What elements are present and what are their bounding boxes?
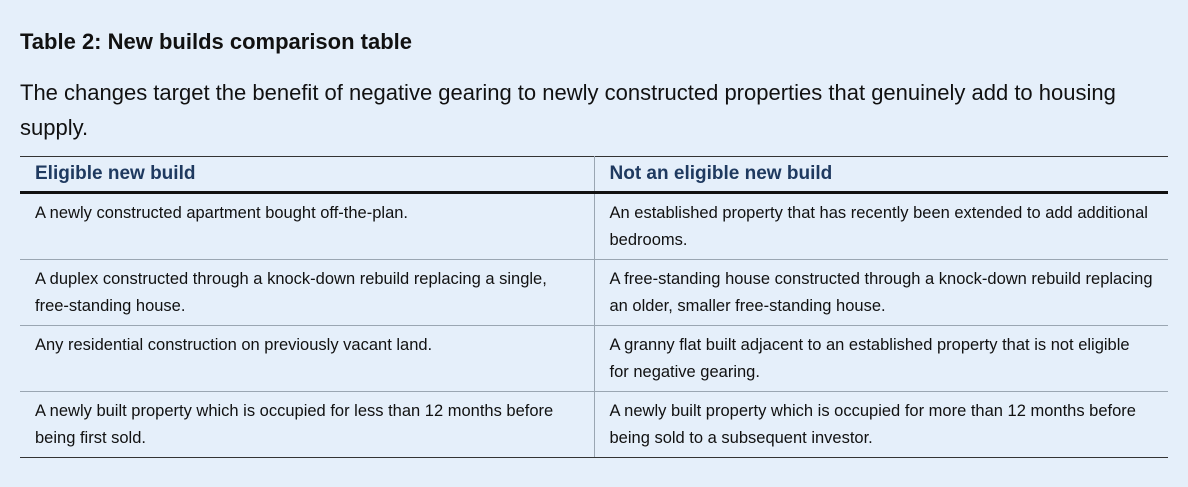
header-row: Eligible new build Not an eligible new b…	[20, 156, 1168, 194]
column-header: Eligible new build	[20, 156, 595, 194]
table-cell: A granny flat built adjacent to an estab…	[594, 325, 1168, 392]
table-row: Any residential construction on previous…	[20, 325, 1168, 392]
table-title: Table 2: New builds comparison table	[20, 29, 413, 54]
intro-text: The changes target the benefit of negati…	[20, 80, 1116, 140]
table-cell: An established property that has recentl…	[594, 192, 1168, 260]
table-body: A newly constructed apartment bought off…	[20, 192, 1168, 458]
table-cell: A newly built property which is occupied…	[594, 391, 1168, 458]
table-cell: A free-standing house constructed throug…	[594, 259, 1168, 326]
table-cell: Any residential construction on previous…	[20, 325, 595, 392]
table-cell: A newly constructed apartment bought off…	[20, 192, 595, 260]
comparison-table: Eligible new build Not an eligible new b…	[20, 156, 1168, 458]
table-row: A newly built property which is occupied…	[20, 391, 1168, 458]
table-row: A duplex constructed through a knock-dow…	[20, 259, 1168, 326]
column-header: Not an eligible new build	[594, 156, 1168, 194]
table-row: A newly constructed apartment bought off…	[20, 192, 1168, 260]
table-cell: A newly built property which is occupied…	[20, 391, 595, 458]
table-cell: A duplex constructed through a knock-dow…	[20, 259, 595, 326]
